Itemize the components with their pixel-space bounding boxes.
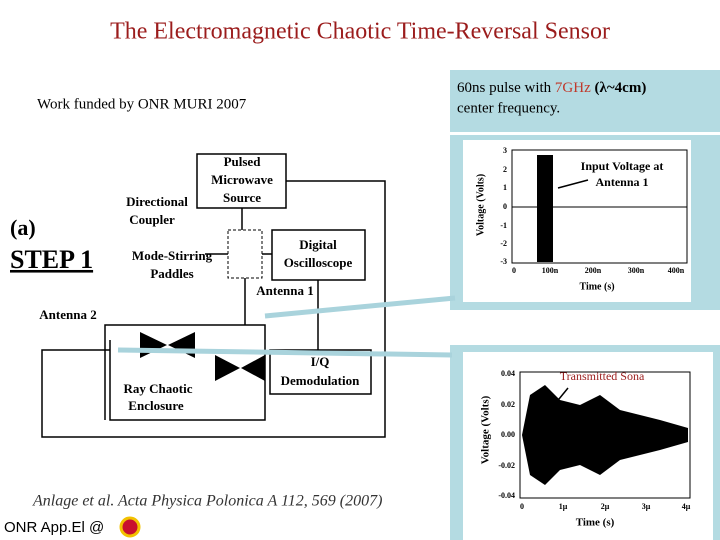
x-tick: 4μ bbox=[682, 502, 691, 511]
y-label: Voltage (Volts) bbox=[480, 395, 492, 464]
funding: Work funded by ONR MURI 2007 bbox=[37, 96, 247, 112]
y-tick: 0.02 bbox=[501, 400, 515, 409]
source-label: Microwave bbox=[211, 172, 273, 187]
scope-label: Oscilloscope bbox=[284, 255, 353, 270]
paddle bbox=[215, 355, 240, 381]
antenna-label: Antenna 1 bbox=[256, 283, 313, 298]
annotation: Input Voltage at bbox=[581, 159, 664, 173]
coupler-label: Coupler bbox=[129, 212, 175, 227]
logo bbox=[119, 516, 141, 538]
antenna-label: Antenna 2 bbox=[39, 307, 96, 322]
pulse-note: 60ns pulse with 7GHz (λ~4cm) bbox=[457, 80, 646, 96]
demod-label: I/Q bbox=[311, 354, 330, 369]
annotation-arrow bbox=[557, 179, 589, 189]
y-tick: 1 bbox=[503, 183, 507, 192]
x-label: Time (s) bbox=[579, 281, 614, 292]
y-tick: -2 bbox=[500, 239, 507, 248]
y-tick: 0 bbox=[503, 202, 507, 211]
enclosure-label: Enclosure bbox=[128, 398, 184, 413]
pointer bbox=[264, 295, 456, 319]
y-tick: -1 bbox=[500, 221, 507, 230]
pulse bbox=[537, 155, 553, 262]
footer: ONR App.El @ bbox=[4, 519, 104, 536]
paddles-label: Mode-Stirring bbox=[132, 248, 213, 263]
pulse-note-2: center frequency. bbox=[457, 100, 560, 116]
pointer bbox=[117, 347, 453, 358]
waveform bbox=[522, 385, 688, 485]
x-tick: 300n bbox=[628, 266, 645, 275]
citation: Anlage et al. Acta Physica Polonica A 11… bbox=[32, 493, 382, 510]
paddles-label: Paddles bbox=[150, 266, 193, 281]
panel-label: (a) bbox=[10, 215, 36, 240]
x-tick: 1μ bbox=[559, 502, 568, 511]
y-tick: -3 bbox=[500, 257, 507, 266]
source-label: Source bbox=[223, 190, 261, 205]
plot-frame bbox=[519, 371, 691, 499]
note-box bbox=[450, 70, 720, 132]
annotation: Transmitted Sona bbox=[560, 369, 645, 383]
coupler-label: Directional bbox=[126, 194, 188, 209]
source-label: Pulsed bbox=[224, 154, 262, 169]
paddle bbox=[241, 355, 265, 381]
y-tick: -0.02 bbox=[498, 461, 515, 470]
wiring bbox=[41, 180, 386, 438]
x-tick: 200n bbox=[585, 266, 602, 275]
scope-label: Digital bbox=[299, 237, 337, 252]
y-tick: -0.04 bbox=[498, 491, 515, 500]
x-tick: 2μ bbox=[601, 502, 610, 511]
y-tick: 2 bbox=[503, 165, 507, 174]
x-tick: 100n bbox=[542, 266, 559, 275]
y-tick: 3 bbox=[503, 146, 507, 155]
x-tick: 400n bbox=[668, 266, 685, 275]
x-tick: 3μ bbox=[642, 502, 651, 511]
y-label: Voltage (Volts) bbox=[475, 174, 486, 236]
x-tick: 0 bbox=[512, 266, 516, 275]
diagram: (a) STEP 1 Pulsed Microwave Source Direc… bbox=[10, 153, 456, 438]
title: The Electromagnetic Chaotic Time-Reversa… bbox=[110, 19, 610, 45]
annotation-arrow bbox=[549, 387, 569, 411]
demod-label: Demodulation bbox=[281, 373, 361, 388]
demod-box bbox=[269, 349, 372, 395]
y-tick: 0.00 bbox=[501, 430, 515, 439]
y-tick: 0.04 bbox=[501, 369, 515, 378]
enclosure-label: Ray Chaotic bbox=[124, 381, 193, 396]
x-tick: 0 bbox=[520, 502, 524, 511]
annotation: Antenna 1 bbox=[595, 175, 648, 189]
x-label: Time (s) bbox=[576, 517, 615, 529]
plot-panel bbox=[463, 140, 691, 302]
step-label: STEP 1 bbox=[10, 245, 93, 274]
